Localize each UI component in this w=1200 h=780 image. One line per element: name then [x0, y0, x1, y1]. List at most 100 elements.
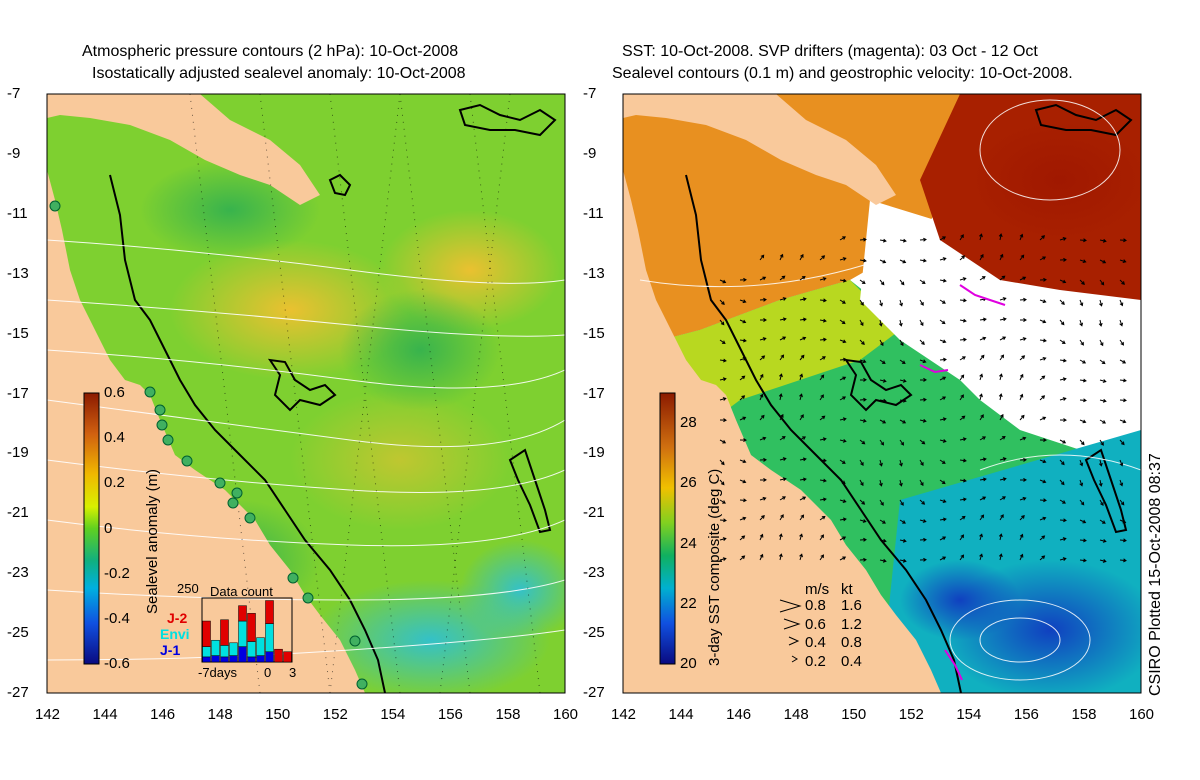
speed-legend-ms: 0.8: [805, 597, 826, 614]
velocity-arrow: [899, 378, 907, 383]
velocity-arrow: [879, 378, 887, 383]
velocity-arrow: [899, 459, 903, 467]
velocity-arrow: [999, 514, 1004, 521]
velocity-arrow: [739, 299, 747, 304]
velocity-arrow: [839, 417, 847, 422]
velocity-arrow: [1119, 398, 1127, 403]
right-colorbar-tick: 28: [680, 414, 697, 432]
speed-legend-kt: 1.2: [841, 615, 862, 633]
right-drifter-tracks: [919, 284, 1006, 681]
velocity-arrow: [839, 396, 847, 401]
velocity-arrow: [1019, 355, 1026, 361]
right-lat-tick: -9: [583, 144, 597, 162]
velocity-arrow: [819, 277, 827, 281]
velocity-arrow: [1059, 299, 1065, 306]
velocity-arrow: [859, 319, 864, 327]
velocity-arrow: [1119, 238, 1127, 243]
velocity-arrow: [998, 553, 1003, 561]
right-lon-tick: 146: [726, 706, 752, 723]
velocity-arrow: [919, 519, 927, 523]
right-lat-tick: -13: [583, 264, 605, 282]
velocity-arrow: [919, 279, 926, 285]
velocity-arrow: [819, 337, 827, 342]
velocity-arrow: [1119, 279, 1125, 285]
velocity-arrow: [719, 459, 725, 466]
velocity-arrow: [939, 438, 947, 443]
velocity-arrow: [1119, 499, 1125, 506]
velocity-arrow: [919, 237, 927, 242]
velocity-arrow: [939, 517, 947, 522]
velocity-arrow: [979, 553, 983, 561]
velocity-arrow: [979, 373, 984, 381]
inset-bar: [283, 651, 292, 663]
velocity-arrow: [819, 554, 825, 561]
velocity-arrow: [919, 418, 927, 423]
velocity-arrow: [779, 297, 787, 301]
inset-xlabel-start: -7days: [198, 665, 238, 680]
velocity-arrow: [1098, 319, 1103, 327]
velocity-arrow: [919, 258, 927, 263]
left-land-new-guinea: [47, 94, 320, 205]
velocity-arrow: [819, 458, 827, 463]
velocity-arrow: [1019, 514, 1025, 521]
velocity-arrow: [898, 479, 903, 487]
inset-bar: [229, 655, 238, 663]
left-lon-tick: 156: [437, 706, 463, 723]
inset-bar: [247, 656, 256, 663]
velocity-arrow: [1019, 457, 1027, 462]
velocity-arrow: [799, 317, 807, 322]
velocity-arrow: [1059, 377, 1067, 382]
right-lat-tick: -17: [583, 384, 605, 402]
velocity-arrow: [839, 536, 847, 541]
velocity-arrow: [1099, 519, 1106, 524]
left-lat-tick: -23: [7, 564, 29, 582]
velocity-arrow: [779, 477, 787, 482]
velocity-arrow: [1079, 459, 1084, 467]
velocity-arrow: [799, 457, 807, 462]
velocity-arrow: [859, 397, 867, 402]
velocity-arrow: [999, 354, 1005, 361]
velocity-arrow: [919, 339, 925, 346]
velocity-arrow: [1019, 297, 1027, 302]
right-lat-tick: -15: [583, 324, 605, 342]
velocity-arrow: [999, 336, 1007, 341]
velocity-arrow: [819, 534, 824, 541]
velocity-arrow: [1079, 558, 1087, 563]
inset-legend-j1: J-1: [160, 642, 181, 658]
velocity-arrow: [819, 415, 826, 421]
velocity-arrow: [879, 558, 887, 563]
right-title-line2: Sealevel contours (0.1 m) and geostrophi…: [612, 65, 1073, 82]
velocity-arrow: [819, 298, 827, 303]
right-colorbar-tick: 22: [680, 594, 697, 612]
velocity-arrow: [839, 499, 847, 503]
velocity-arrow: [739, 416, 747, 421]
velocity-arrow: [879, 299, 883, 307]
velocity-arrow: [759, 318, 767, 322]
right-colorbar-tick: 20: [680, 655, 697, 672]
left-lon-tick: 142: [35, 706, 61, 723]
left-lon-tick: 154: [380, 706, 406, 723]
velocity-arrow: [1079, 259, 1087, 264]
velocity-arrow: [999, 436, 1006, 441]
velocity-arrow: [859, 377, 867, 382]
left-reef-outline: [109, 174, 386, 693]
right-lat-tick: -23: [583, 564, 605, 582]
left-colorbar-tick: -0.2: [104, 564, 130, 582]
inset-title: Data count: [210, 584, 273, 599]
velocity-arrow: [959, 337, 967, 342]
velocity-arrow: [1099, 359, 1106, 365]
velocity-arrow: [779, 514, 784, 521]
velocity-arrow: [799, 436, 806, 441]
velocity-arrow: [879, 238, 887, 243]
left-colorbar-tick: 0.4: [104, 429, 125, 447]
velocity-arrow: [879, 538, 887, 543]
right-lat-tick: -27: [583, 684, 605, 701]
velocity-arrow: [779, 317, 787, 322]
velocity-arrow: [899, 419, 907, 424]
velocity-arrow: [739, 498, 747, 503]
velocity-arrow: [919, 299, 924, 306]
inset-bar: [229, 642, 238, 656]
velocity-arrow: [1039, 416, 1047, 421]
velocity-arrow: [759, 337, 767, 341]
